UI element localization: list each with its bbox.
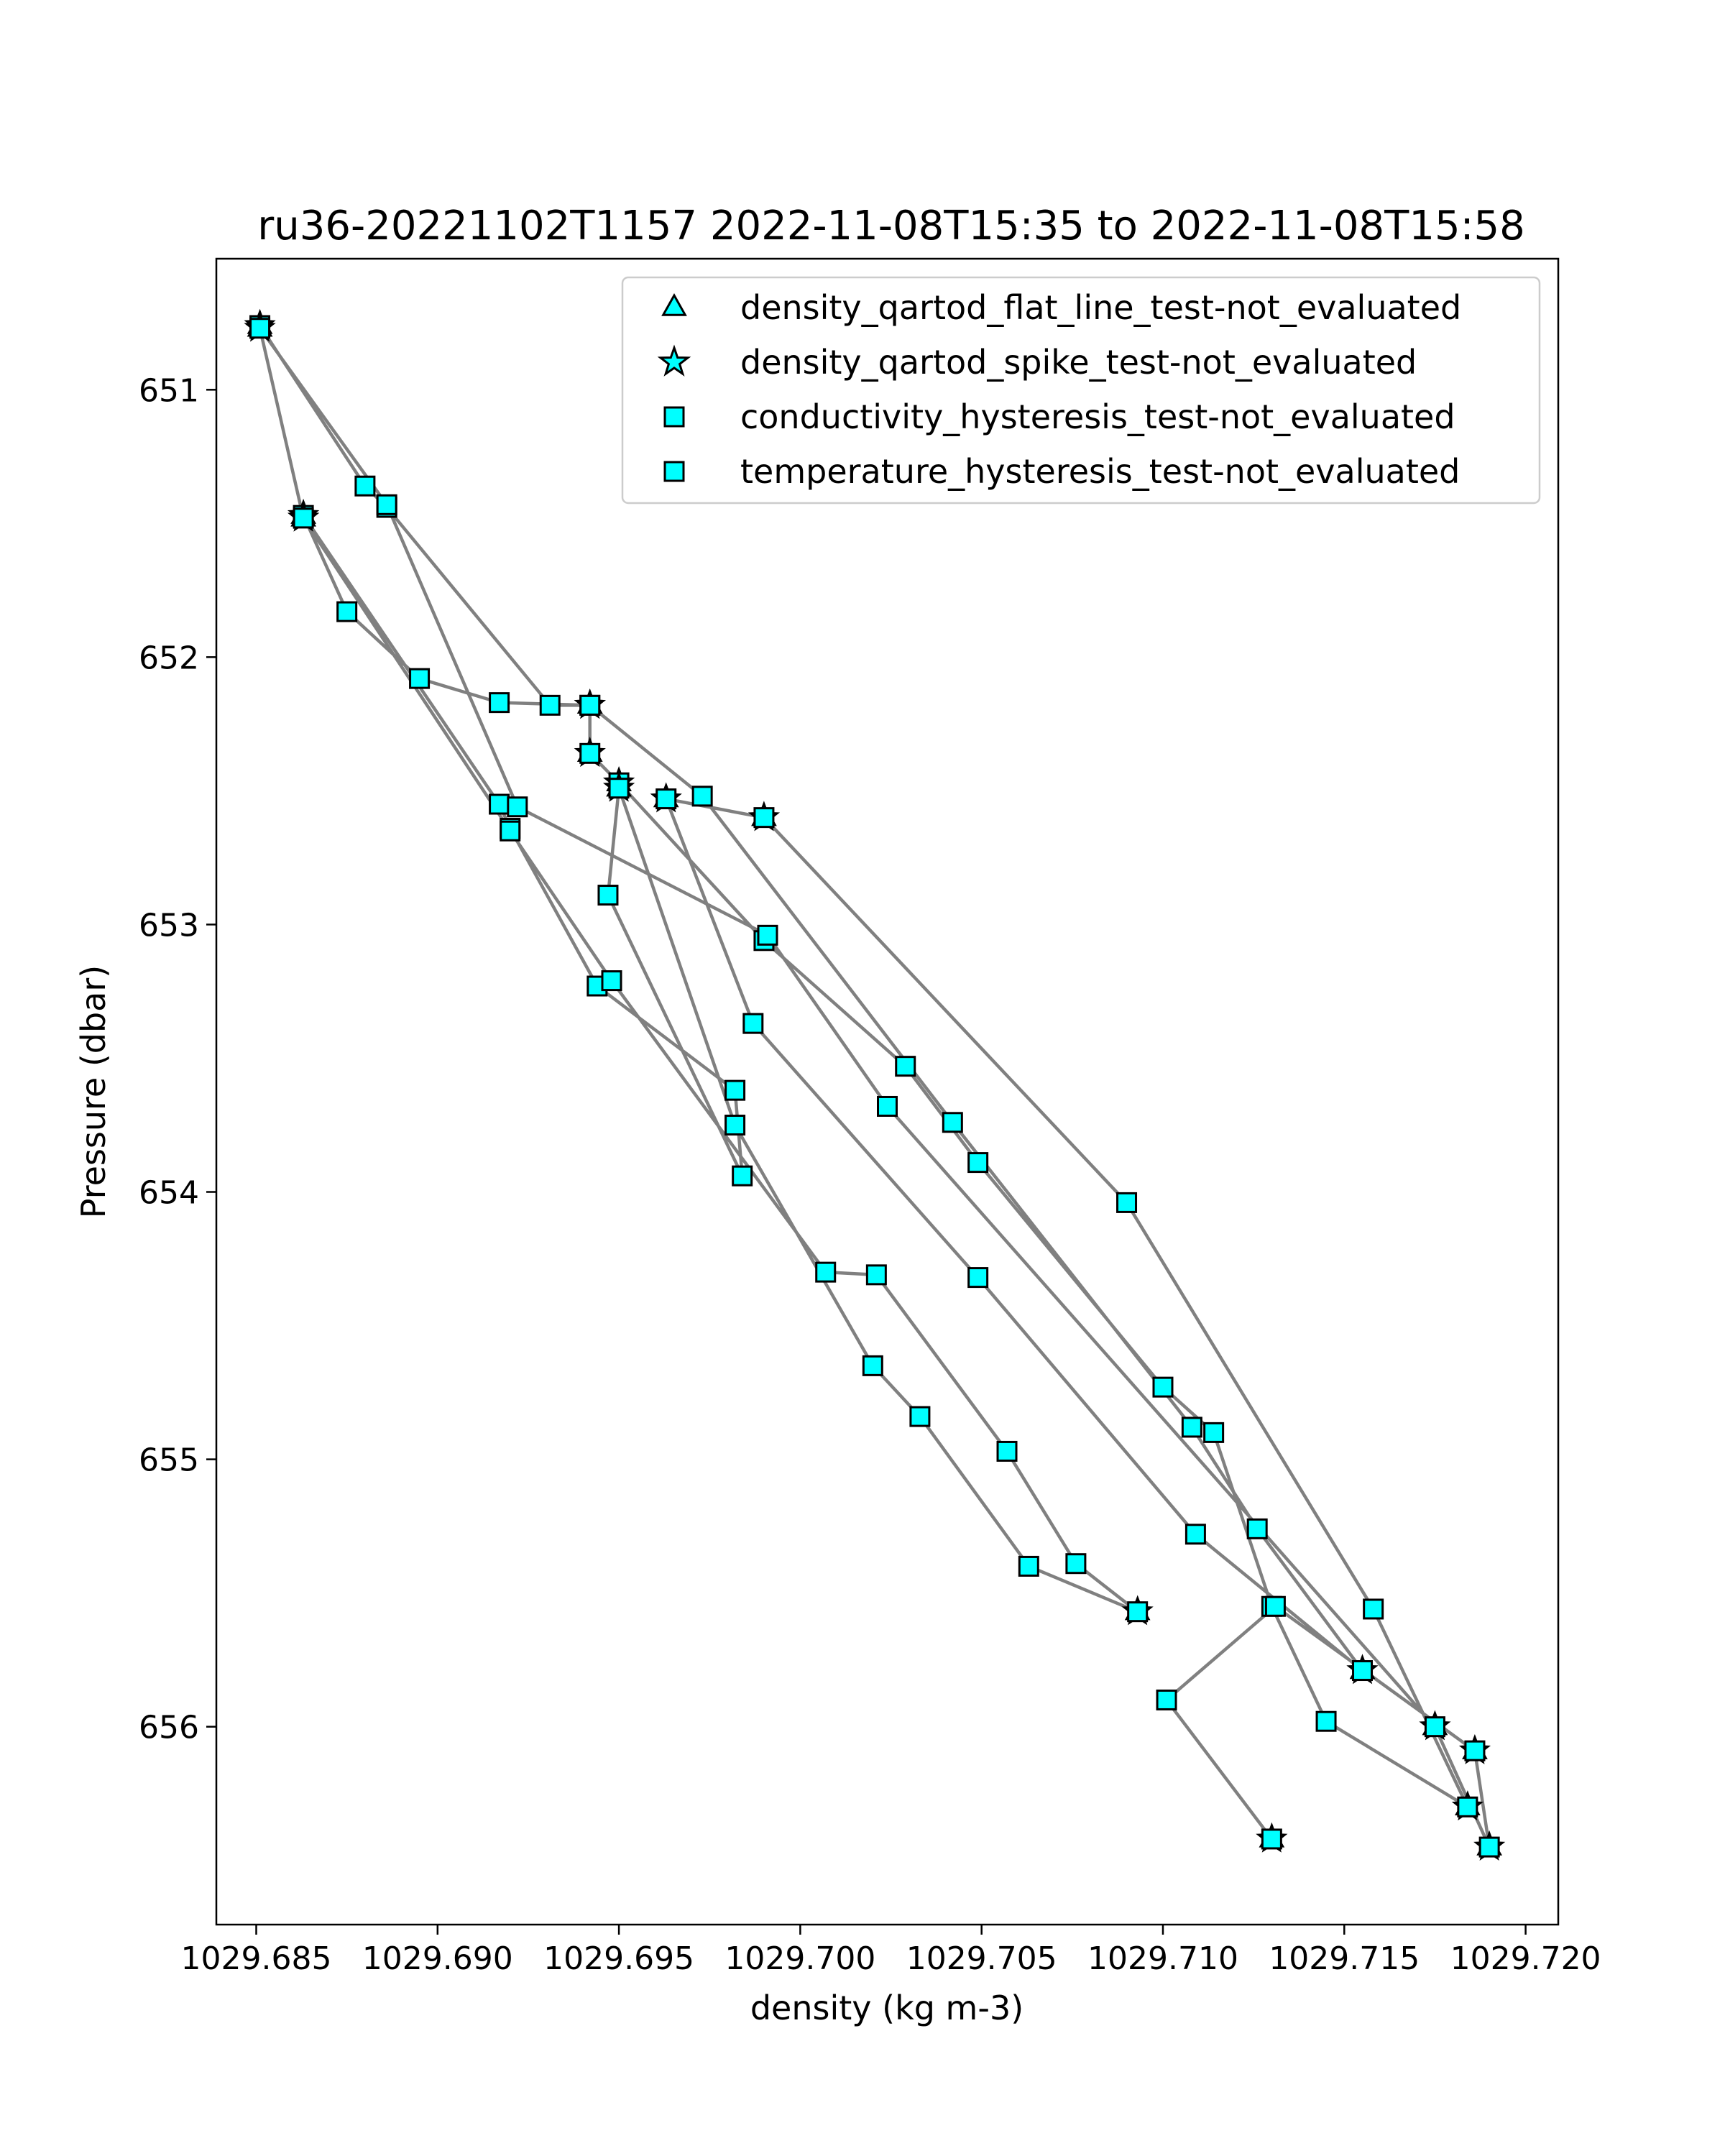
data-point-marker bbox=[336, 601, 358, 622]
data-point-marker bbox=[500, 820, 521, 842]
plot-frame bbox=[215, 257, 1560, 1926]
data-point-marker bbox=[877, 1095, 898, 1117]
data-point-marker bbox=[1018, 1555, 1039, 1577]
data-point-marker bbox=[967, 1152, 989, 1174]
legend-label: conductivity_hysteresis_test-not_evaluat… bbox=[740, 397, 1455, 436]
data-point-marker bbox=[1116, 1192, 1138, 1213]
data-point-marker bbox=[815, 1261, 837, 1283]
data-point-marker bbox=[489, 793, 510, 815]
data-point-marker bbox=[753, 807, 775, 829]
data-point-marker bbox=[1315, 1710, 1337, 1732]
data-point-marker bbox=[1464, 1740, 1486, 1761]
data-point-marker bbox=[489, 692, 510, 714]
y-tick-label: 654 bbox=[139, 1175, 199, 1212]
x-tick-label: 1029.690 bbox=[362, 1940, 513, 1977]
data-point-marker bbox=[507, 796, 528, 818]
data-point-marker bbox=[942, 1112, 963, 1133]
marker-group bbox=[244, 308, 1506, 1861]
data-point-marker bbox=[742, 1013, 764, 1034]
y-tick-label: 653 bbox=[139, 907, 199, 944]
data-point-marker bbox=[1363, 1598, 1384, 1620]
chart-title: ru36-20221102T1157 2022-11-08T15:35 to 2… bbox=[257, 203, 1524, 249]
y-axis: 651 652 653 654 655 656 bbox=[139, 372, 216, 1746]
data-point-marker bbox=[409, 668, 431, 689]
x-axis-title: density (kg m-3) bbox=[750, 1989, 1024, 2027]
data-point-marker bbox=[691, 786, 713, 807]
data-point-marker bbox=[579, 742, 601, 764]
data-point-marker bbox=[724, 1079, 746, 1101]
data-point-marker bbox=[1203, 1422, 1225, 1443]
legend-label: density_qartod_flat_line_test-not_evalua… bbox=[740, 288, 1461, 327]
data-point-marker bbox=[732, 1165, 753, 1187]
data-point-marker bbox=[579, 694, 601, 716]
legend-box bbox=[621, 276, 1541, 505]
data-point-marker bbox=[1181, 1416, 1202, 1438]
data-point-marker bbox=[1246, 1518, 1268, 1539]
data-point-marker bbox=[1127, 1601, 1149, 1623]
legend-triangle-marker bbox=[661, 292, 687, 316]
legend-star-marker bbox=[657, 344, 691, 377]
legend: density_qartod_flat_line_test-not_evalua… bbox=[621, 276, 1541, 505]
data-point-marker bbox=[1457, 1796, 1478, 1818]
data-point-marker bbox=[996, 1440, 1018, 1462]
x-tick-label: 1029.705 bbox=[906, 1940, 1057, 1977]
data-point-marker bbox=[1264, 1595, 1286, 1617]
legend-label: temperature_hysteresis_test-not_evaluate… bbox=[740, 452, 1460, 491]
x-tick-label: 1029.715 bbox=[1269, 1940, 1420, 1977]
x-tick-label: 1029.710 bbox=[1087, 1940, 1238, 1977]
data-point-marker bbox=[862, 1355, 883, 1376]
legend-square-marker bbox=[663, 406, 685, 428]
data-point-marker bbox=[249, 318, 271, 339]
y-tick-label: 651 bbox=[139, 372, 199, 409]
x-axis: 1029.685 1029.690 1029.695 1029.700 1029.705… bbox=[181, 1925, 1601, 1977]
legend-label: density_qartod_spike_test-not_evaluated bbox=[740, 343, 1417, 382]
data-point-marker bbox=[1424, 1716, 1445, 1738]
data-point-marker bbox=[724, 1115, 746, 1136]
data-point-marker bbox=[539, 694, 561, 716]
data-point-marker bbox=[608, 778, 630, 799]
data-point-marker bbox=[1352, 1660, 1374, 1682]
y-tick-label: 656 bbox=[139, 1710, 199, 1746]
data-point-marker bbox=[1152, 1376, 1174, 1398]
data-point-marker bbox=[1156, 1689, 1177, 1710]
y-tick-label: 652 bbox=[139, 640, 199, 676]
data-point-marker bbox=[354, 475, 376, 497]
x-tick-label: 1029.685 bbox=[181, 1940, 332, 1977]
data-point-marker bbox=[656, 788, 677, 810]
y-axis-title: Pressure (dbar) bbox=[74, 965, 113, 1218]
data-point-marker bbox=[895, 1056, 916, 1077]
data-point-marker bbox=[376, 494, 397, 515]
data-point-marker bbox=[757, 924, 778, 946]
x-tick-label: 1029.700 bbox=[724, 1940, 875, 1977]
legend-square-marker bbox=[663, 461, 685, 482]
data-point-marker bbox=[601, 970, 622, 992]
y-tick-label: 655 bbox=[139, 1442, 199, 1479]
data-point-marker bbox=[1478, 1836, 1500, 1858]
data-point-marker bbox=[1065, 1553, 1087, 1575]
data-point-marker bbox=[1184, 1524, 1206, 1545]
x-tick-label: 1029.720 bbox=[1450, 1940, 1601, 1977]
data-point-marker bbox=[597, 885, 619, 906]
x-tick-label: 1029.695 bbox=[543, 1940, 694, 1977]
data-point-marker bbox=[293, 507, 314, 529]
data-point-marker bbox=[967, 1267, 989, 1289]
data-point-marker bbox=[865, 1264, 887, 1286]
data-point-marker bbox=[909, 1406, 931, 1427]
data-point-marker bbox=[1261, 1828, 1282, 1850]
